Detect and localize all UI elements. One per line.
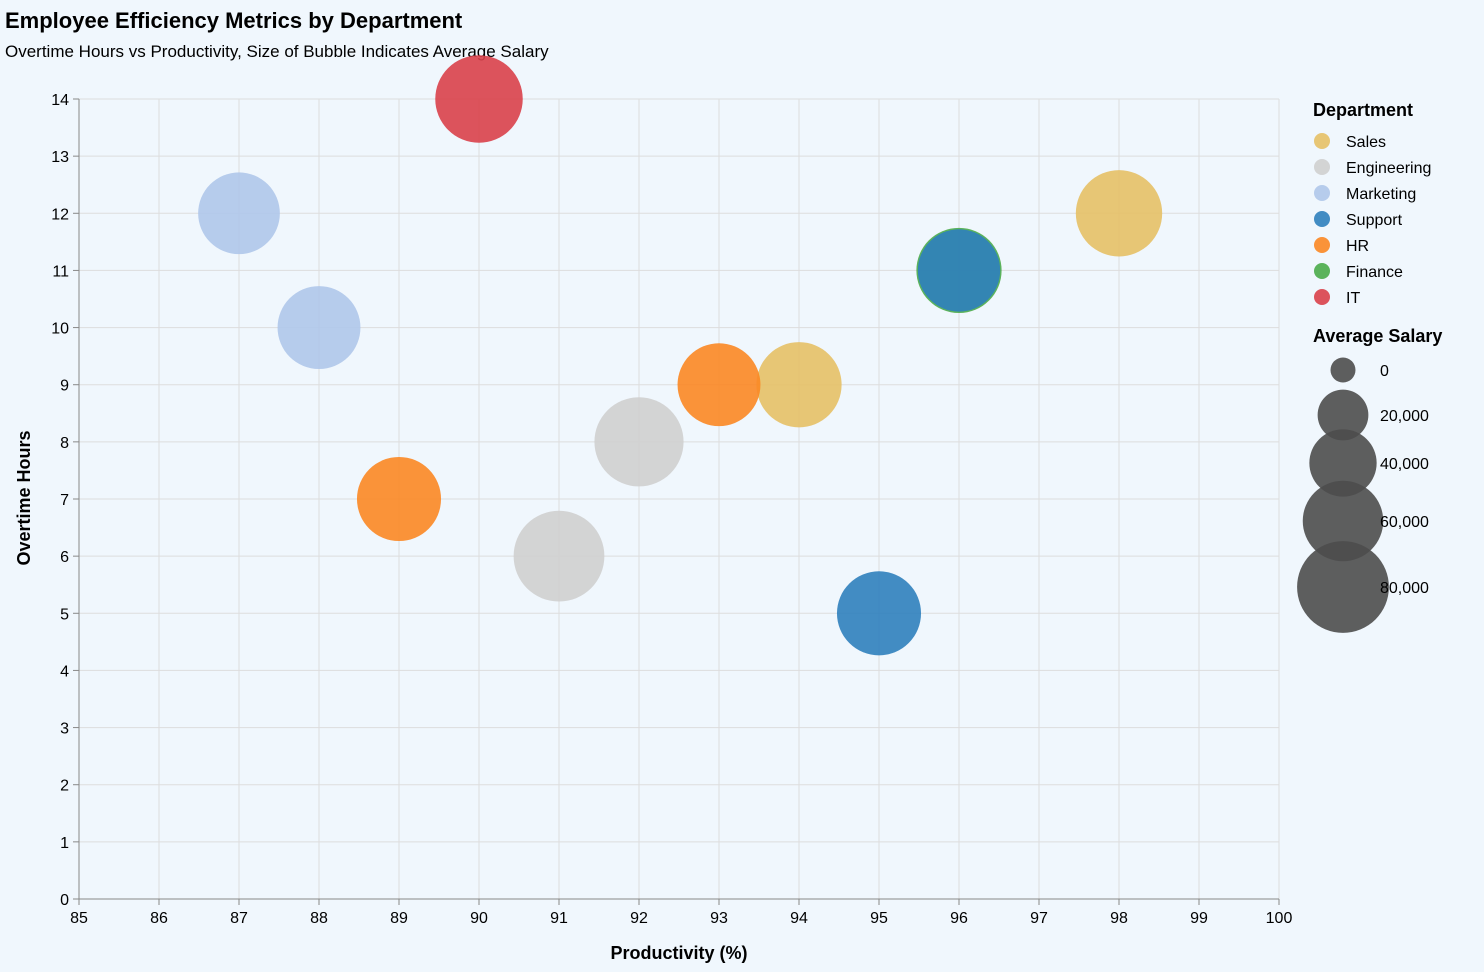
y-tick-label: 0	[60, 892, 69, 909]
bubble-hr	[356, 456, 442, 542]
x-tick-label: 93	[710, 910, 728, 927]
bubble-support	[836, 571, 922, 656]
legend-size-label: 20,000	[1380, 408, 1429, 425]
axes: 85 86 87 88 89 90 91 92 93 94 95 96 97 98 99 1000123456…	[51, 92, 1292, 927]
x-tick-label: 88	[310, 910, 328, 927]
bubble-hr	[677, 343, 761, 427]
legend-label-sales: Sales	[1346, 134, 1386, 151]
legend-size-circle	[1309, 429, 1377, 497]
y-tick-label: 1	[60, 835, 69, 852]
x-tick-label: 99	[1190, 910, 1208, 927]
legend-symbol-engineering	[1314, 159, 1330, 175]
legend-label-support: Support	[1346, 212, 1403, 229]
x-axis-title: Productivity (%)	[610, 943, 747, 963]
bubble-support	[917, 229, 1001, 312]
bubble-marketing	[277, 286, 361, 370]
legend-size-label: 60,000	[1380, 514, 1429, 531]
legend-label-hr: HR	[1346, 238, 1369, 255]
x-tick-label: 100	[1266, 910, 1293, 927]
y-tick-label: 6	[60, 549, 69, 566]
legend-color-title: Department	[1313, 100, 1413, 120]
y-tick-label: 13	[51, 149, 69, 166]
legend-label-marketing: Marketing	[1346, 186, 1416, 203]
legend-size-label: 40,000	[1380, 456, 1429, 473]
bubble-engineering	[513, 510, 605, 602]
chart-title: Employee Efficiency Metrics by Departmen…	[5, 8, 463, 33]
x-tick-label: 89	[390, 910, 408, 927]
legend-size-items: 0 20,000 40,000 60,000 80,000	[1297, 357, 1429, 633]
y-axis-title: Overtime Hours	[14, 430, 34, 565]
legend-symbol-it	[1314, 289, 1330, 305]
y-tick-label: 3	[60, 721, 69, 738]
legend-size-label: 0	[1380, 363, 1389, 380]
chart-subtitle: Overtime Hours vs Productivity, Size of …	[5, 42, 549, 61]
x-tick-label: 98	[1110, 910, 1128, 927]
legend-size-title: Average Salary	[1313, 326, 1442, 346]
x-tick-label: 94	[790, 910, 808, 927]
legend-symbol-sales	[1314, 133, 1330, 149]
legend-size-circle	[1330, 357, 1356, 383]
legend-symbol-support	[1314, 211, 1330, 227]
legend-size-circle	[1317, 389, 1369, 441]
x-tick-label: 92	[630, 910, 648, 927]
legend-label-engineering: Engineering	[1346, 160, 1431, 177]
y-tick-label: 12	[51, 206, 69, 223]
y-tick-label: 11	[52, 263, 69, 280]
x-tick-label: 96	[950, 910, 968, 927]
bubble-sales	[1075, 170, 1163, 257]
x-tick-label: 90	[470, 910, 488, 927]
x-tick-label: 95	[870, 910, 888, 927]
y-tick-label: 4	[60, 663, 69, 680]
y-tick-label: 10	[51, 321, 69, 338]
bubble-marketing	[198, 172, 280, 255]
y-tick-label: 14	[51, 92, 69, 109]
legend-label-it: IT	[1346, 290, 1360, 307]
legend-symbol-marketing	[1314, 185, 1330, 201]
legend-size-circle	[1302, 480, 1384, 562]
legend-symbol-finance	[1314, 263, 1330, 279]
legend-size-circle	[1297, 541, 1389, 633]
y-tick-label: 5	[60, 606, 69, 623]
x-tick-label: 97	[1030, 910, 1048, 927]
data-marks	[198, 55, 1163, 656]
x-tick-label: 85	[70, 910, 88, 927]
y-tick-label: 2	[60, 778, 69, 795]
x-tick-label: 86	[150, 910, 168, 927]
legend-label-finance: Finance	[1346, 264, 1403, 281]
legend-symbol-hr	[1314, 237, 1330, 253]
legend-color-items: Sales Engineering Marketing Support HR Financ…	[1314, 133, 1431, 307]
bubble-engineering	[594, 397, 684, 487]
legend-size-label: 80,000	[1380, 580, 1429, 597]
bubble-sales	[756, 342, 842, 428]
x-tick-label: 87	[230, 910, 248, 927]
y-tick-label: 8	[60, 435, 69, 452]
legend: Department Sales Engineering Marketing Supp…	[1297, 100, 1442, 633]
y-tick-label: 7	[60, 492, 69, 509]
bubble-it	[435, 55, 523, 143]
x-tick-label: 91	[550, 910, 568, 927]
y-tick-label: 9	[60, 378, 69, 395]
